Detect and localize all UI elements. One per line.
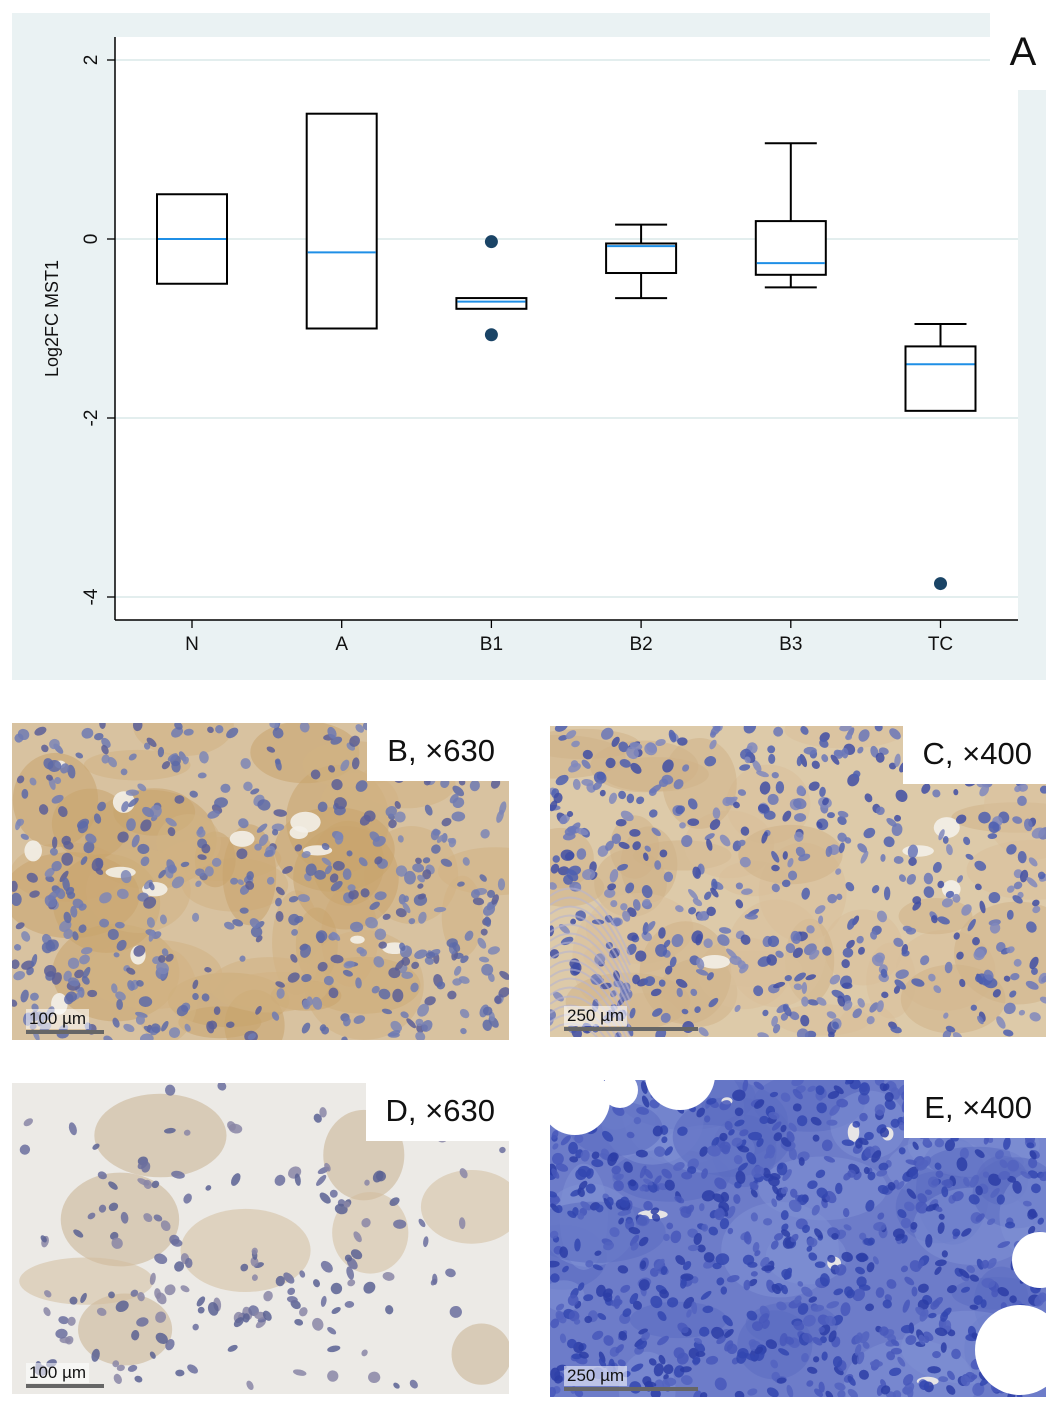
x-tick-label: B1 — [480, 634, 503, 655]
micrograph-e-label: E, ×400 — [904, 1080, 1046, 1138]
outlier-point — [484, 328, 498, 342]
micrograph-e-scale-text: 250 µm — [564, 1366, 628, 1386]
micrograph-c-scale-line — [564, 1027, 698, 1031]
micrograph-d-label: D, ×630 — [365, 1083, 509, 1141]
micrograph-d-scale-bar: 100 µm — [26, 1363, 104, 1388]
micrograph-b: B, ×630 100 µm — [12, 723, 509, 1040]
micrograph-c-scale-bar: 250 µm — [564, 1006, 698, 1031]
box-B2 — [605, 242, 678, 275]
micrograph-e-scale-line — [564, 1387, 698, 1391]
y-tick-label: -2 — [81, 410, 102, 427]
panel-label-box — [990, 13, 1046, 90]
boxplot-panel: 2 0 -2 -4 Log2FC MST1 N A B1 B2 B3 TC A — [12, 13, 1046, 680]
micrograph-c-label: C, ×400 — [902, 726, 1046, 784]
box-B1 — [455, 297, 528, 310]
x-tick-label: A — [335, 634, 348, 655]
panel-label: A — [1010, 30, 1037, 74]
micrograph-e-scale-bar: 250 µm — [564, 1366, 698, 1391]
micrograph-b-scale-text: 100 µm — [26, 1009, 90, 1029]
x-tick-label: TC — [928, 634, 953, 655]
y-tick-label: -4 — [81, 588, 102, 605]
x-tick-label: N — [185, 634, 199, 655]
micrograph-e: E, ×400 250 µm — [550, 1080, 1046, 1397]
y-tick-label: 0 — [81, 234, 102, 245]
micrograph-b-label: B, ×630 — [367, 723, 509, 781]
box-TC — [904, 345, 977, 412]
micrograph-d-scale-line — [26, 1384, 104, 1388]
box-A — [305, 112, 378, 330]
micrograph-d-scale-text: 100 µm — [26, 1363, 90, 1383]
micrograph-b-scale-bar: 100 µm — [26, 1009, 104, 1034]
box-B3 — [754, 220, 827, 276]
micrograph-c-image — [550, 726, 1046, 1037]
outlier-point — [934, 577, 947, 591]
boxplot-chart: 2 0 -2 -4 Log2FC MST1 N A B1 B2 B3 TC A — [12, 13, 1046, 680]
micrograph-b-scale-line — [26, 1030, 104, 1034]
outlier-point — [484, 235, 498, 249]
x-tick-label: B3 — [779, 634, 802, 655]
micrograph-c: C, ×400 250 µm — [550, 726, 1046, 1037]
y-axis-label: Log2FC MST1 — [42, 260, 62, 377]
micrograph-b-image — [12, 723, 509, 1040]
plot-area — [115, 37, 1018, 620]
x-tick-label: B2 — [629, 634, 652, 655]
micrograph-c-scale-text: 250 µm — [564, 1006, 628, 1026]
micrograph-d-image — [12, 1083, 509, 1394]
y-tick-label: 2 — [81, 55, 102, 66]
micrograph-d: D, ×630 100 µm — [12, 1083, 509, 1394]
